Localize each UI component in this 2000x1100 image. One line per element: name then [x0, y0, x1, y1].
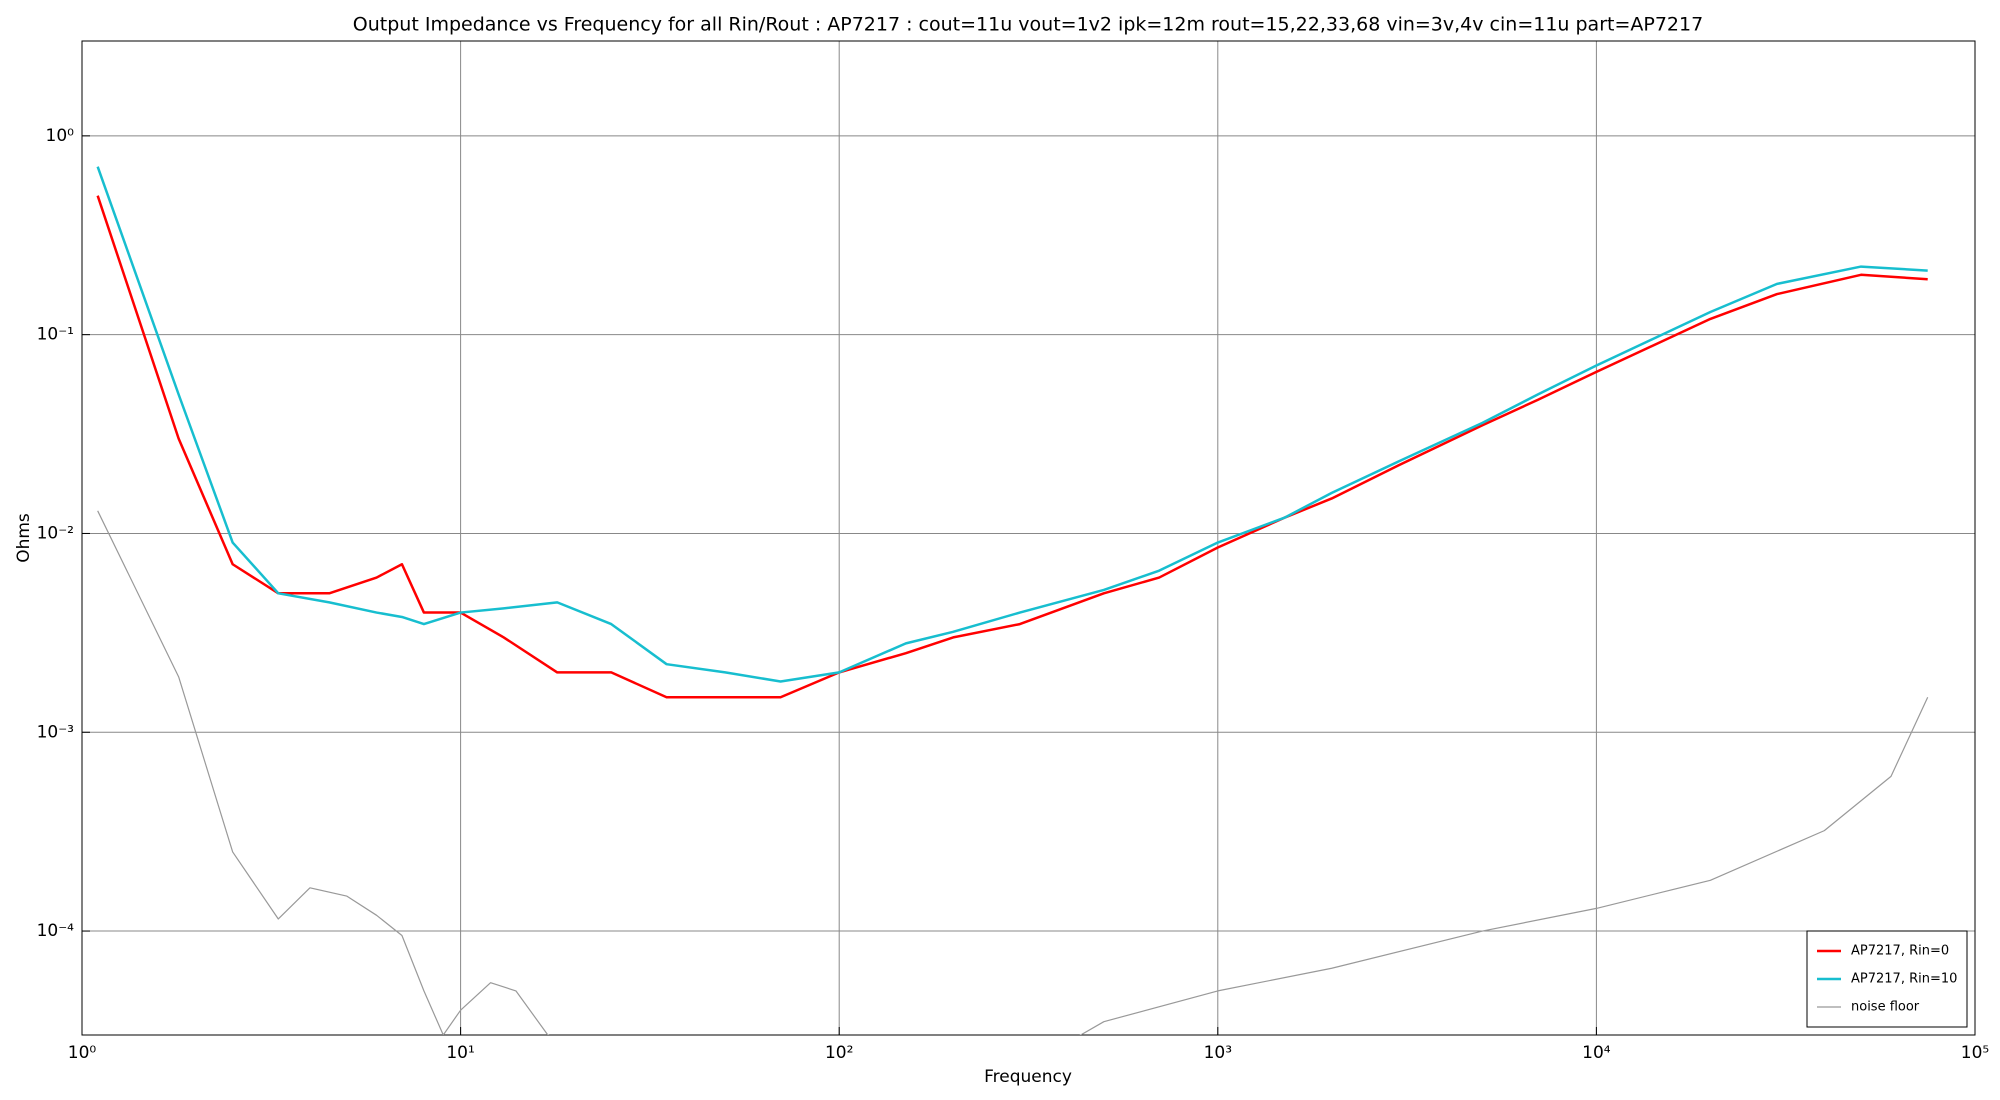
x-tick-label: 10² — [825, 1043, 853, 1063]
y-axis-label: Ohms — [14, 513, 34, 563]
x-tick-label: 10¹ — [446, 1043, 474, 1063]
plot-frame — [81, 40, 1976, 1036]
x-tick-label: 10⁰ — [68, 1043, 97, 1063]
x-tick-label: 10⁴ — [1582, 1043, 1611, 1063]
legend-label: AP7217, Rin=0 — [1851, 944, 1949, 959]
chart-title: Output Impedance vs Frequency for all Ri… — [353, 14, 1703, 36]
plot-area — [96, 166, 1929, 1035]
y-tick-label: 10⁻² — [37, 523, 74, 543]
legend-label: AP7217, Rin=10 — [1851, 972, 1957, 987]
y-tick-label: 10⁰ — [46, 126, 75, 146]
x-tick-label: 10³ — [1204, 1043, 1232, 1063]
y-tick-label: 10⁻⁴ — [37, 921, 75, 941]
series-line — [96, 195, 1928, 699]
legend-label: noise floor — [1851, 1000, 1920, 1015]
series-line — [97, 510, 1929, 1035]
x-axis-label: Frequency — [984, 1067, 1072, 1087]
y-tick-label: 10⁻³ — [37, 722, 74, 742]
y-tick-label: 10⁻¹ — [37, 325, 74, 345]
x-tick-label: 10⁵ — [1961, 1043, 1989, 1063]
series-line — [96, 166, 1928, 683]
